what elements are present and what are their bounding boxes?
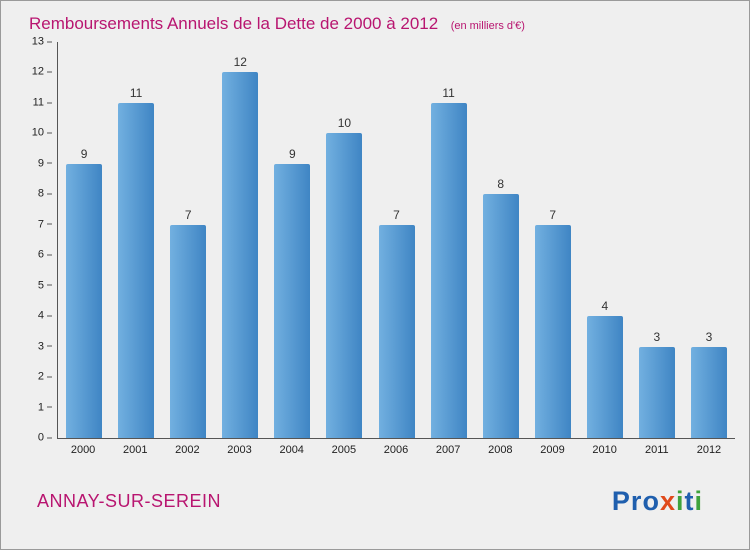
bar bbox=[586, 316, 623, 438]
y-tick-label: 2 bbox=[18, 371, 52, 383]
commune-name: ANNAY-SUR-SEREIN bbox=[37, 491, 222, 511]
bar-group: 11 bbox=[423, 42, 475, 438]
bar bbox=[118, 102, 155, 438]
x-tick-label: 2009 bbox=[540, 444, 565, 456]
y-tick-label: 3 bbox=[18, 341, 52, 352]
bar-group: 9 bbox=[266, 42, 318, 438]
bar-group: 7 bbox=[370, 42, 422, 438]
footer: ANNAY-SUR-SEREIN Proxiti bbox=[37, 486, 703, 517]
x-tick-label: 2004 bbox=[279, 444, 304, 456]
logo-letter: i bbox=[675, 486, 685, 516]
bar bbox=[274, 163, 311, 438]
bar-group: 11 bbox=[110, 42, 162, 438]
bar-group: 12 bbox=[214, 42, 266, 438]
bar-value-label: 12 bbox=[233, 55, 247, 70]
y-tick-label: 13 bbox=[18, 36, 52, 48]
bar-value-label: 9 bbox=[289, 146, 296, 161]
bar-chart: 0 1 2 3 4 5 6 7 8 9 10 11 12 13 9 11 7 12 9 10 7 11 8 7 4 3 3 200… bbox=[32, 36, 735, 456]
bar bbox=[170, 224, 207, 438]
bar-value-label: 8 bbox=[497, 177, 504, 192]
y-tick-label: 6 bbox=[18, 249, 52, 261]
y-tick-label: 0 bbox=[18, 432, 52, 444]
y-tick-label: 5 bbox=[18, 280, 52, 291]
bar-value-label: 11 bbox=[129, 85, 143, 100]
bar-group: 3 bbox=[631, 42, 683, 438]
logo-letter: t bbox=[684, 486, 695, 516]
bar bbox=[534, 224, 571, 438]
bar-group: 4 bbox=[579, 42, 631, 438]
bar-value-label: 9 bbox=[80, 146, 88, 161]
x-tick-label: 2002 bbox=[175, 444, 200, 456]
chart-subtitle: (en milliers d'€) bbox=[450, 20, 525, 32]
x-tick-label: 2000 bbox=[70, 444, 96, 456]
x-tick-label: 2011 bbox=[644, 444, 669, 456]
bar-group: 3 bbox=[683, 42, 735, 438]
bar-group: 7 bbox=[527, 42, 579, 438]
bar-group: 9 bbox=[58, 42, 110, 438]
bar bbox=[430, 102, 467, 438]
bar-group: 8 bbox=[475, 42, 527, 438]
logo-letter: P bbox=[611, 486, 631, 516]
bar bbox=[222, 72, 259, 438]
bar-value-label: 10 bbox=[337, 116, 352, 131]
x-axis-labels: 2000 2001 2002 2003 2004 2005 2006 2007 2008 2009… bbox=[57, 444, 735, 456]
logo-letter: o bbox=[642, 486, 660, 516]
logo-letter: i bbox=[694, 486, 703, 516]
y-tick-label: 7 bbox=[18, 219, 52, 230]
proxiti-logo: Proxiti bbox=[612, 486, 703, 517]
bar-value-label: 7 bbox=[184, 207, 192, 222]
bar bbox=[378, 224, 415, 438]
bar-value-label: 7 bbox=[393, 207, 400, 222]
bar bbox=[326, 133, 363, 438]
bar-group: 10 bbox=[318, 42, 370, 438]
bar bbox=[638, 346, 675, 438]
bar-value-label: 11 bbox=[442, 85, 455, 100]
y-tick-label: 11 bbox=[18, 97, 52, 108]
bar-group: 7 bbox=[162, 42, 214, 438]
chart-title: Remboursements Annuels de la Dette de 20… bbox=[29, 14, 439, 33]
bar-value-label: 7 bbox=[549, 207, 557, 222]
x-tick-label: 2012 bbox=[696, 444, 722, 456]
x-tick-label: 2006 bbox=[383, 444, 409, 456]
y-tick-label: 12 bbox=[18, 66, 52, 78]
bar bbox=[66, 163, 103, 438]
bar-value-label: 3 bbox=[653, 329, 661, 344]
x-tick-label: 2001 bbox=[122, 444, 148, 456]
x-tick-label: 2007 bbox=[435, 444, 461, 456]
x-tick-label: 2008 bbox=[488, 444, 513, 456]
bar bbox=[482, 194, 519, 438]
x-tick-label: 2003 bbox=[227, 444, 252, 456]
x-tick-label: 2005 bbox=[331, 444, 357, 456]
chart-title-row: Remboursements Annuels de la Dette de 20… bbox=[1, 1, 749, 34]
bar-value-label: 4 bbox=[601, 299, 609, 314]
logo-letter: x bbox=[659, 486, 676, 516]
plot-area: 0 1 2 3 4 5 6 7 8 9 10 11 12 13 9 11 7 12 9 10 7 11 8 7 4 3 3 bbox=[32, 36, 735, 443]
bars-container: 9 11 7 12 9 10 7 11 8 7 4 3 3 bbox=[58, 42, 735, 438]
x-tick-label: 2010 bbox=[592, 444, 617, 456]
bar-value-label: 3 bbox=[705, 329, 713, 344]
y-tick-label: 1 bbox=[18, 402, 52, 413]
y-tick-label: 10 bbox=[18, 127, 52, 139]
y-tick-label: 8 bbox=[18, 188, 52, 200]
y-tick-label: 4 bbox=[18, 310, 52, 322]
y-tick-label: 9 bbox=[18, 158, 52, 169]
bar bbox=[690, 346, 727, 438]
logo-letter: r bbox=[630, 486, 643, 516]
